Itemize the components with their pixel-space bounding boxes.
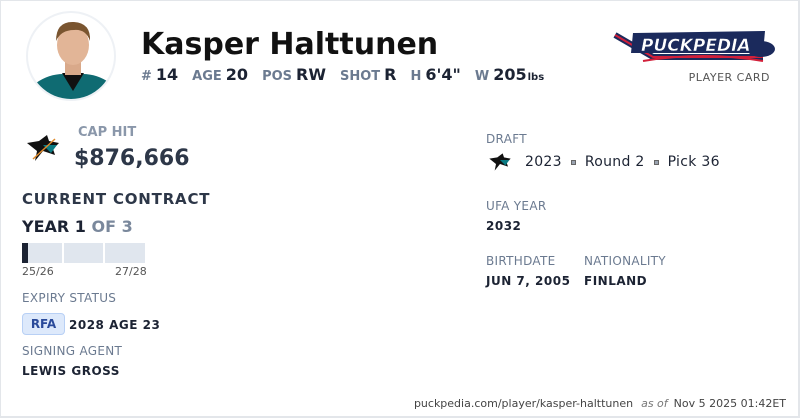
age-value: 20: [225, 65, 249, 84]
expiry-status-label: EXPIRY STATUS: [22, 291, 117, 305]
age-label: AGE: [192, 69, 222, 84]
weight-label: W: [474, 69, 490, 84]
contract-year: YEAR 1 OF 3: [22, 217, 133, 236]
ufa-year-value: 2032: [486, 219, 522, 233]
number-value: 14: [155, 65, 179, 84]
as-of-label: as of: [641, 397, 668, 410]
footer: puckpedia.com/player/kasper-halttunen as …: [414, 397, 786, 410]
nationality-value: FINLAND: [584, 274, 648, 288]
cap-hit-label: CAP HIT: [78, 125, 137, 140]
draft-year: 2023: [525, 154, 562, 170]
svg-text:PUCKPEDIA: PUCKPEDIA: [641, 36, 751, 56]
progress-segment: [63, 243, 104, 263]
sharks-logo-icon: [25, 133, 61, 167]
current-contract-heading: CURRENT CONTRACT: [22, 190, 211, 208]
number-label: #: [141, 69, 152, 84]
player-url[interactable]: puckpedia.com/player/kasper-halttunen: [413, 397, 634, 410]
draft-round: Round 2: [584, 154, 645, 170]
birthdate-value: JUN 7, 2005: [486, 274, 571, 288]
weight-unit: lbs: [527, 72, 545, 83]
end-season: 27/28: [115, 265, 147, 278]
pos-label: POS: [262, 69, 293, 84]
player-card-label: PLAYER CARD: [688, 71, 770, 84]
ufa-year-label: UFA YEAR: [486, 199, 547, 213]
player-stats: # 14 AGE 20 POS RW SHOT R H 6'4" W 205 l…: [141, 65, 544, 84]
player-avatar: [26, 11, 116, 101]
expiry-detail: 2028 AGE 23: [69, 318, 161, 332]
timestamp: Nov 5 2025 01:42ET: [673, 397, 786, 410]
birthdate-label: BIRTHDATE: [486, 254, 556, 268]
progress-fill: [22, 243, 28, 263]
pos-value: RW: [296, 65, 326, 84]
draft-pick: Pick 36: [667, 154, 720, 170]
separator-icon: [653, 159, 659, 165]
shot-label: SHOT: [339, 69, 381, 84]
separator-icon: [570, 159, 576, 165]
height-value: 6'4": [425, 65, 461, 84]
puckpedia-logo: PUCKPEDIA: [613, 27, 777, 67]
signing-agent-value: LEWIS GROSS: [22, 364, 120, 378]
shot-value: R: [384, 65, 397, 84]
of-years-label: OF 3: [91, 217, 133, 236]
weight-value: 205: [493, 65, 527, 84]
contract-progress-bar: [22, 243, 146, 263]
progress-segment: [105, 243, 146, 263]
draft-details: 2023 Round 2 Pick 36: [525, 154, 720, 170]
rfa-badge: RFA: [22, 313, 65, 335]
draft-team-icon: [488, 152, 512, 176]
cap-hit-value: $876,666: [74, 146, 190, 171]
year-label: YEAR 1: [22, 217, 86, 236]
draft-label: DRAFT: [486, 132, 527, 146]
height-label: H: [410, 69, 422, 84]
start-season: 25/26: [22, 265, 54, 278]
signing-agent-label: SIGNING AGENT: [22, 344, 123, 358]
progress-segment: [22, 243, 62, 263]
player-name: Kasper Halttunen: [141, 27, 439, 62]
nationality-label: NATIONALITY: [584, 254, 666, 268]
